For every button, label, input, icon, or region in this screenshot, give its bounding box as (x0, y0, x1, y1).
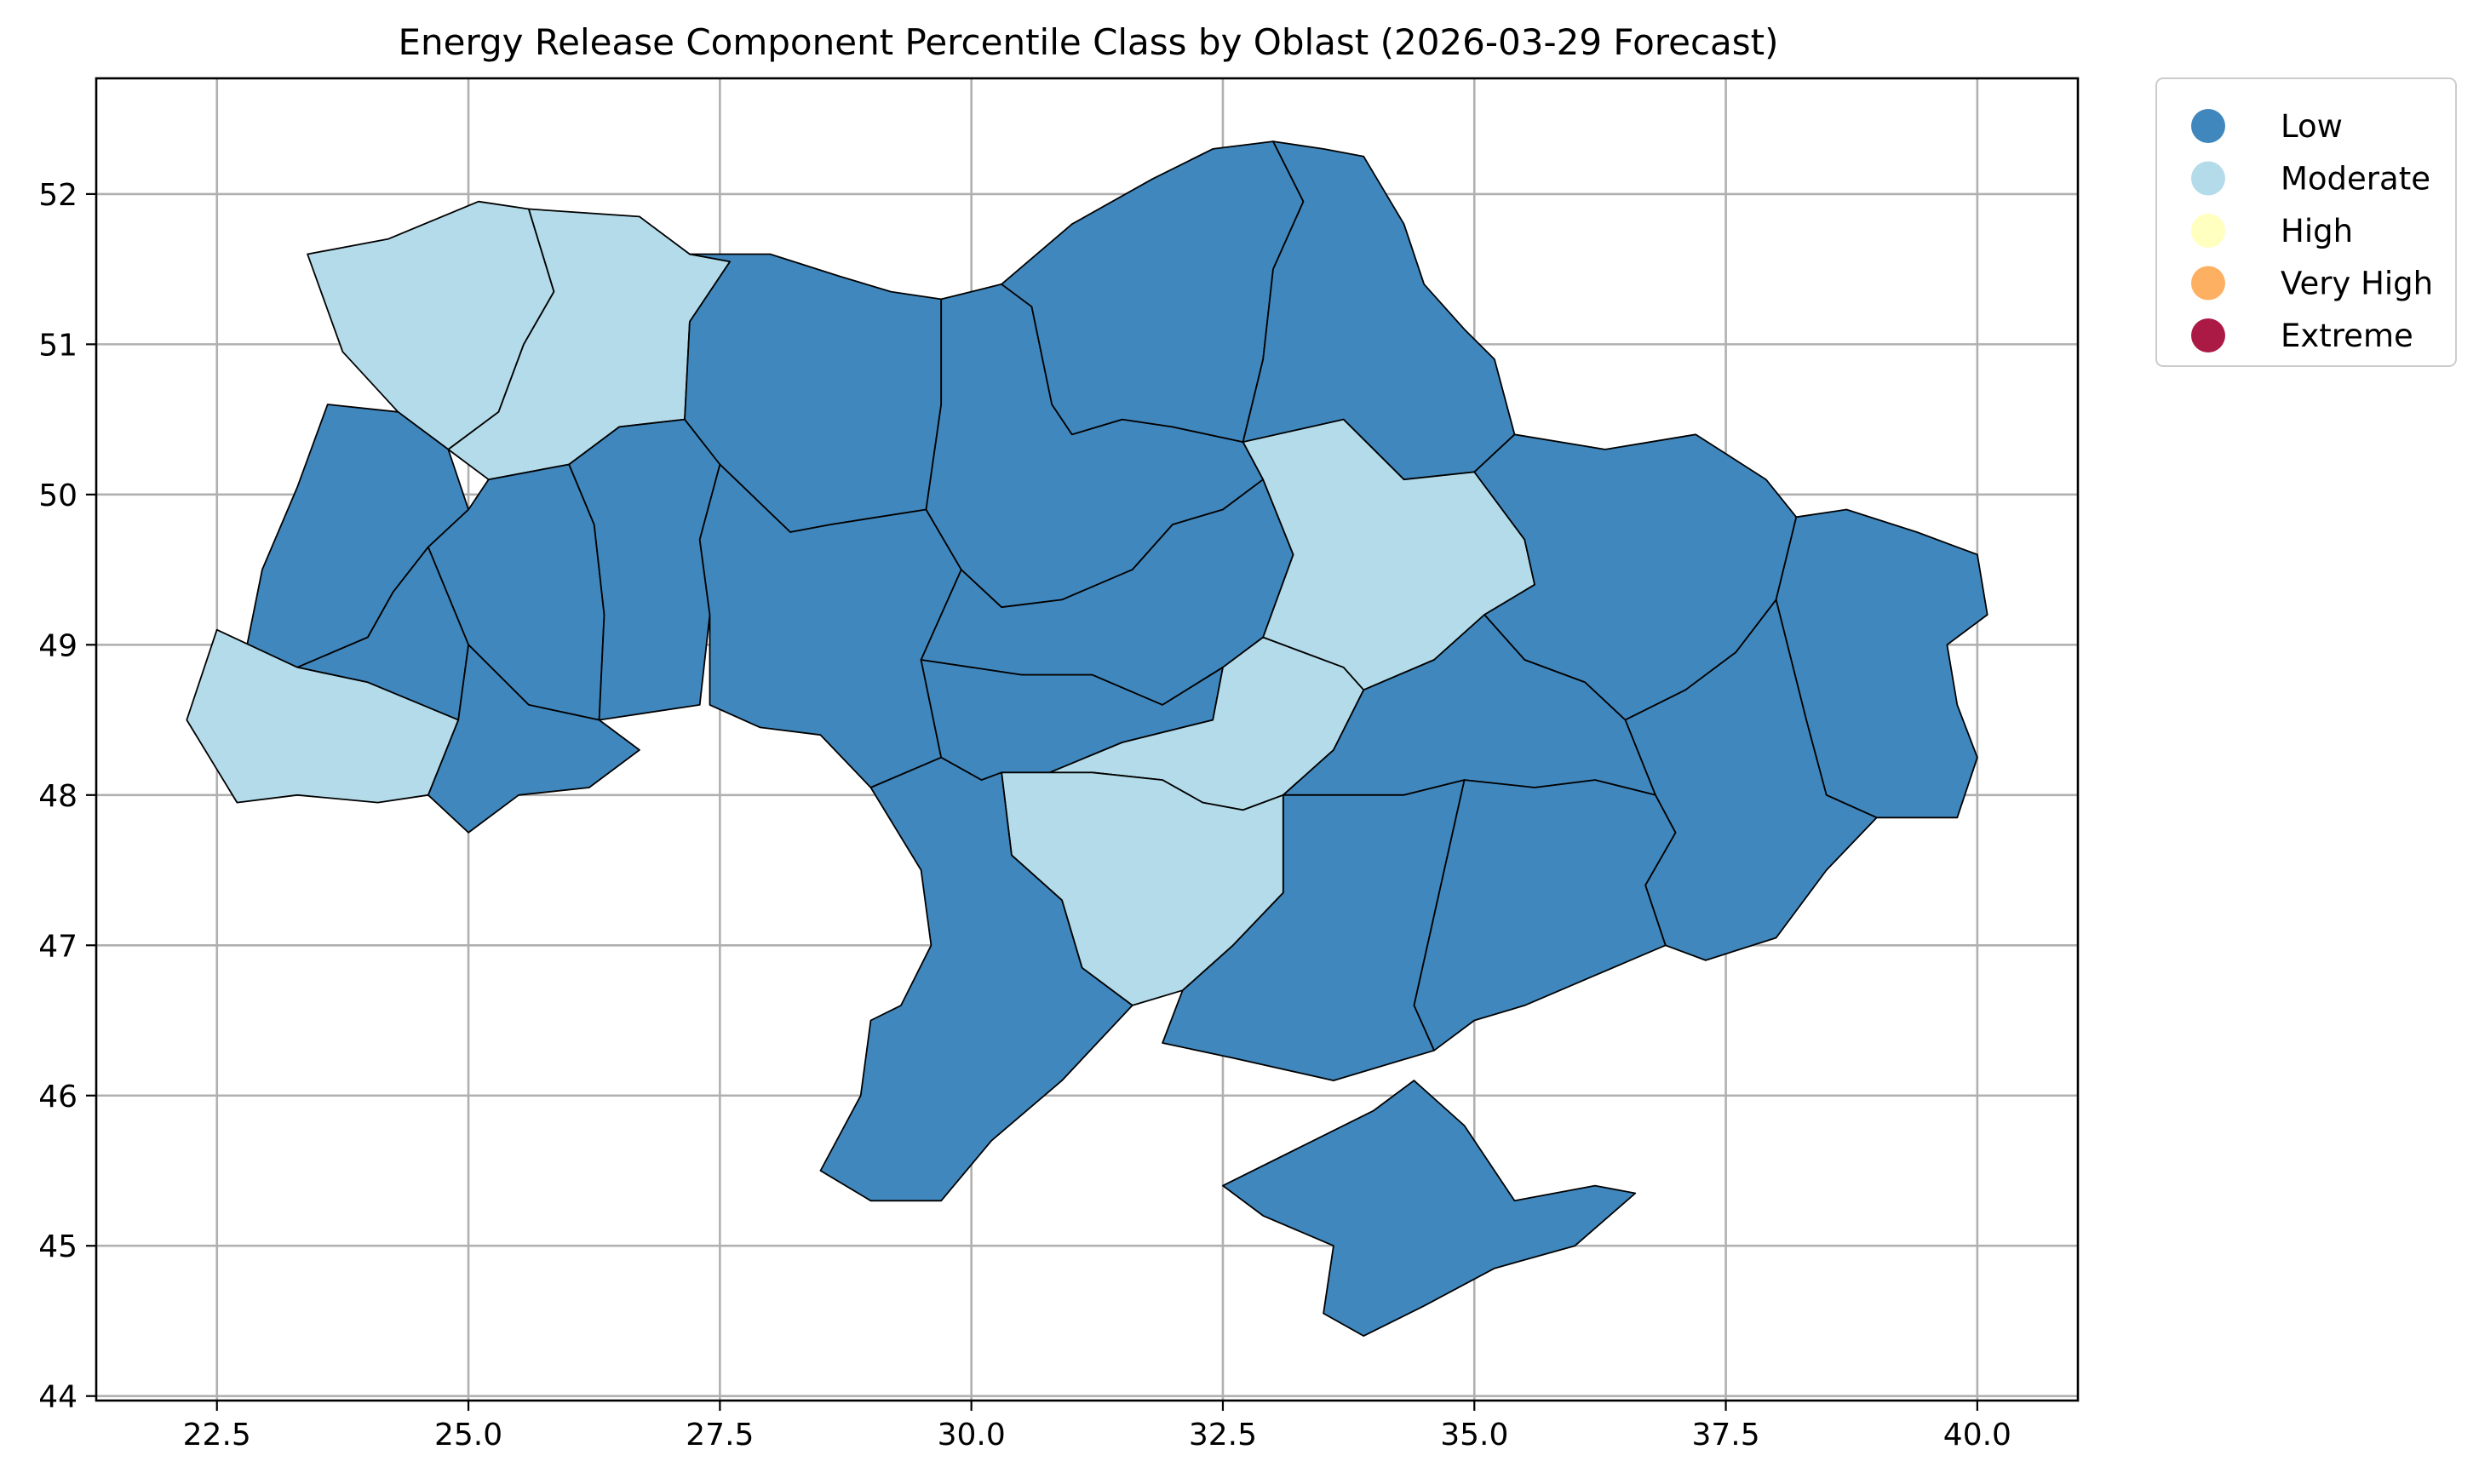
x-tick-label: 30.0 (938, 1418, 1006, 1452)
x-tick-label: 37.5 (1691, 1418, 1759, 1452)
x-tick-label: 25.0 (434, 1418, 502, 1452)
legend-marker (2191, 109, 2225, 143)
chart-title: Energy Release Component Percentile Clas… (398, 21, 1778, 63)
oblast-region (427, 644, 640, 834)
legend-label: Low (2281, 108, 2343, 145)
y-tick-label: 45 (38, 1229, 77, 1264)
legend-marker (2191, 266, 2225, 301)
legend-label: Very High (2281, 266, 2433, 302)
x-tick-label: 40.0 (1943, 1418, 2011, 1452)
oblast-regions (186, 140, 1988, 1337)
legend-marker (2191, 161, 2225, 196)
y-tick-label: 50 (38, 478, 77, 513)
oblast-region (186, 628, 460, 804)
x-tick-label: 22.5 (183, 1418, 251, 1452)
y-tick-label: 47 (38, 929, 77, 964)
y-tick-label: 46 (38, 1080, 77, 1114)
legend-label: Moderate (2281, 161, 2430, 198)
y-tick-label: 51 (38, 328, 77, 363)
plot-frame (95, 77, 2080, 1402)
legend-frame (2155, 77, 2457, 367)
x-tick-label: 27.5 (686, 1418, 754, 1452)
x-tick-label: 35.0 (1440, 1418, 1508, 1452)
y-tick-label: 49 (38, 628, 77, 663)
legend-label: Extreme (2281, 318, 2413, 354)
oblast-region (819, 756, 1133, 1202)
y-tick-label: 52 (38, 178, 77, 213)
legend-marker (2191, 318, 2225, 352)
legend-label: High (2281, 213, 2353, 249)
x-tick-label: 32.5 (1189, 1418, 1257, 1452)
oblast-region (1222, 1080, 1637, 1337)
axis-ticks: 22.5 25.0 27.5 30.0 32.5 35.0 37.5 40.0 44 45 46 47… (38, 178, 2011, 1452)
y-tick-label: 48 (38, 779, 77, 814)
legend-marker (2191, 214, 2225, 248)
y-tick-label: 44 (38, 1380, 77, 1415)
legend: Low Moderate High Very High Extreme (2155, 77, 2457, 367)
